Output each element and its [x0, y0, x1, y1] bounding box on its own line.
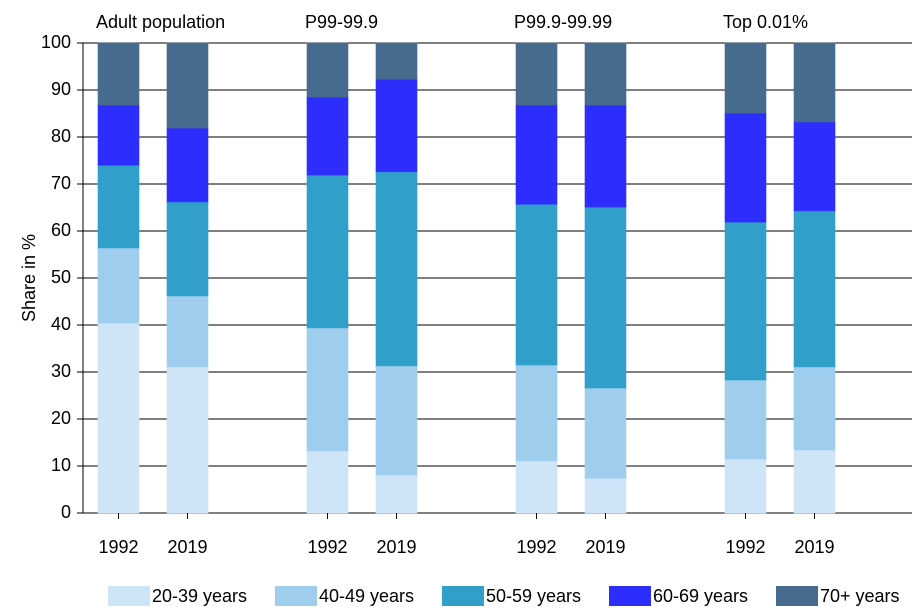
y-tick-label: 90 [51, 79, 71, 99]
bar-segment [306, 450, 349, 514]
x-tick-label: 1992 [725, 537, 765, 557]
bar-segment [166, 201, 209, 297]
bar-segment [724, 42, 767, 114]
x-tick-label: 2019 [167, 537, 207, 557]
group-label: P99-99.9 [305, 12, 378, 32]
bar-segment [97, 322, 140, 514]
y-tick-label: 40 [51, 314, 71, 334]
bar-segment [97, 164, 140, 249]
legend-label: 40-49 years [319, 586, 414, 606]
bar-segment [515, 104, 558, 205]
bar-segment [375, 171, 418, 367]
bar-segment [306, 174, 349, 329]
bar-segment [375, 78, 418, 173]
legend-swatch [108, 586, 150, 606]
bar-segment [166, 366, 209, 514]
bar-segment [306, 327, 349, 452]
bar-segment [793, 42, 836, 123]
y-tick-label: 20 [51, 408, 71, 428]
bar-segment [515, 364, 558, 462]
bar-segment [515, 460, 558, 514]
legend-swatch [275, 586, 317, 606]
group-label: P99.9-99.99 [514, 12, 612, 32]
bar-segment [724, 112, 767, 223]
legend-label: 70+ years [820, 586, 900, 606]
x-tick-label: 2019 [794, 537, 834, 557]
group-label: Top 0.01% [723, 12, 808, 32]
bar-segment [724, 221, 767, 381]
legend-swatch [442, 586, 484, 606]
bar-segment [306, 42, 349, 98]
bar-segment [515, 42, 558, 106]
bar-segment [166, 42, 209, 129]
bar-segment [97, 42, 140, 106]
y-axis-label: Share in % [19, 234, 39, 322]
bar-segment [793, 210, 836, 368]
group-label: Adult population [96, 12, 225, 32]
y-tick-label: 60 [51, 220, 71, 240]
bar-segment [375, 365, 418, 476]
legend-label: 60-69 years [653, 586, 748, 606]
legend-label: 50-59 years [486, 586, 581, 606]
legend-swatch [776, 586, 818, 606]
legend-label: 20-39 years [152, 586, 247, 606]
bar-segment [793, 366, 836, 451]
y-tick-label: 70 [51, 173, 71, 193]
x-tick-label: 2019 [585, 537, 625, 557]
bar-segment [97, 247, 140, 324]
y-tick-label: 0 [61, 502, 71, 522]
bar-segment [166, 127, 209, 203]
y-tick-label: 10 [51, 455, 71, 475]
bar-segment [584, 104, 627, 208]
bar-segment [306, 96, 349, 176]
x-tick-label: 1992 [307, 537, 347, 557]
bar-segment [375, 42, 418, 80]
bar-segment [584, 206, 627, 389]
x-tick-label: 1992 [98, 537, 138, 557]
y-tick-label: 80 [51, 126, 71, 146]
bar-segment [375, 474, 418, 514]
bar-segment [724, 458, 767, 514]
legend-swatch [609, 586, 651, 606]
bar-segment [793, 121, 836, 212]
bar-segment [515, 203, 558, 366]
bar-segment [793, 449, 836, 514]
bar-segment [724, 379, 767, 460]
bar-segment [584, 42, 627, 106]
x-tick-label: 2019 [376, 537, 416, 557]
bar-segment [584, 387, 627, 479]
y-tick-label: 100 [41, 32, 71, 52]
y-tick-label: 30 [51, 361, 71, 381]
bar-segment [584, 477, 627, 514]
bar-segment [166, 295, 209, 368]
x-tick-label: 1992 [516, 537, 556, 557]
bar-segment [97, 104, 140, 166]
y-tick-label: 50 [51, 267, 71, 287]
